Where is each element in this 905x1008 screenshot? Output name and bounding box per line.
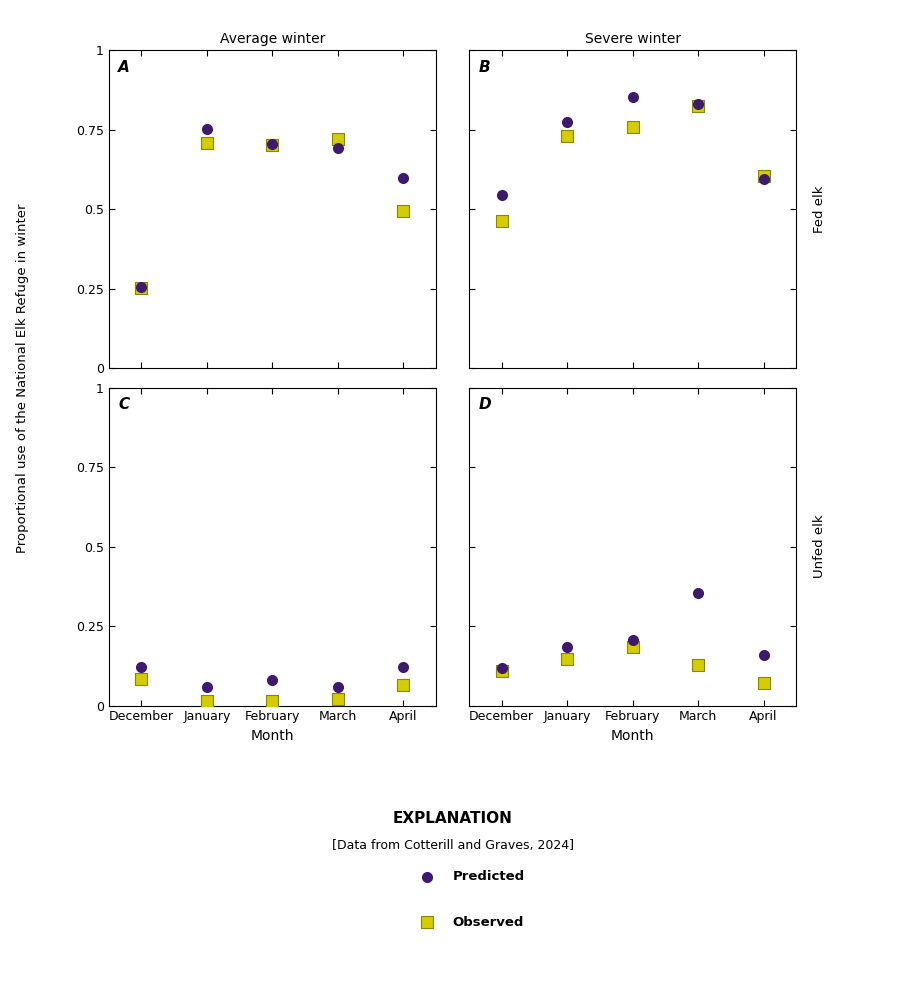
- Text: B: B: [479, 59, 491, 75]
- Point: [560, 128, 575, 144]
- Point: [265, 692, 280, 709]
- Point: [560, 650, 575, 666]
- Point: [200, 694, 214, 710]
- Text: D: D: [479, 397, 491, 412]
- Point: [265, 137, 280, 153]
- Point: [691, 98, 705, 114]
- Point: [494, 187, 509, 204]
- Point: [330, 131, 345, 147]
- Point: [625, 639, 640, 655]
- Point: [134, 659, 148, 675]
- Text: EXPLANATION: EXPLANATION: [393, 811, 512, 827]
- Point: [757, 170, 771, 186]
- Point: [420, 914, 434, 930]
- Text: Unfed elk: Unfed elk: [813, 515, 825, 579]
- Point: [625, 119, 640, 135]
- Title: Severe winter: Severe winter: [585, 32, 681, 46]
- Point: [494, 662, 509, 678]
- Point: [396, 169, 411, 185]
- Point: [134, 280, 148, 296]
- Point: [330, 679, 345, 696]
- Point: [560, 114, 575, 130]
- Point: [625, 632, 640, 648]
- Point: [691, 97, 705, 113]
- Point: [691, 585, 705, 601]
- Text: A: A: [119, 59, 130, 75]
- Point: [420, 869, 434, 885]
- Point: [396, 659, 411, 675]
- Text: [Data from Cotterill and Graves, 2024]: [Data from Cotterill and Graves, 2024]: [331, 839, 574, 852]
- Text: C: C: [119, 397, 129, 412]
- Point: [200, 121, 214, 137]
- Text: Fed elk: Fed elk: [813, 185, 825, 233]
- Title: Average winter: Average winter: [220, 32, 325, 46]
- Point: [757, 647, 771, 663]
- Point: [396, 203, 411, 219]
- Point: [200, 135, 214, 151]
- Point: [265, 672, 280, 688]
- Point: [330, 140, 345, 156]
- X-axis label: Month: Month: [251, 729, 294, 743]
- Text: Predicted: Predicted: [452, 871, 525, 883]
- Point: [691, 657, 705, 673]
- Point: [330, 691, 345, 708]
- Text: Observed: Observed: [452, 916, 524, 928]
- Point: [560, 639, 575, 655]
- Point: [757, 168, 771, 184]
- Point: [200, 679, 214, 696]
- Point: [757, 675, 771, 691]
- Point: [134, 279, 148, 295]
- Point: [134, 670, 148, 686]
- X-axis label: Month: Month: [611, 729, 654, 743]
- Point: [396, 676, 411, 692]
- Point: [494, 660, 509, 676]
- Point: [265, 136, 280, 152]
- Text: Proportional use of the National Elk Refuge in winter: Proportional use of the National Elk Ref…: [16, 204, 29, 552]
- Point: [625, 89, 640, 105]
- Point: [494, 213, 509, 229]
